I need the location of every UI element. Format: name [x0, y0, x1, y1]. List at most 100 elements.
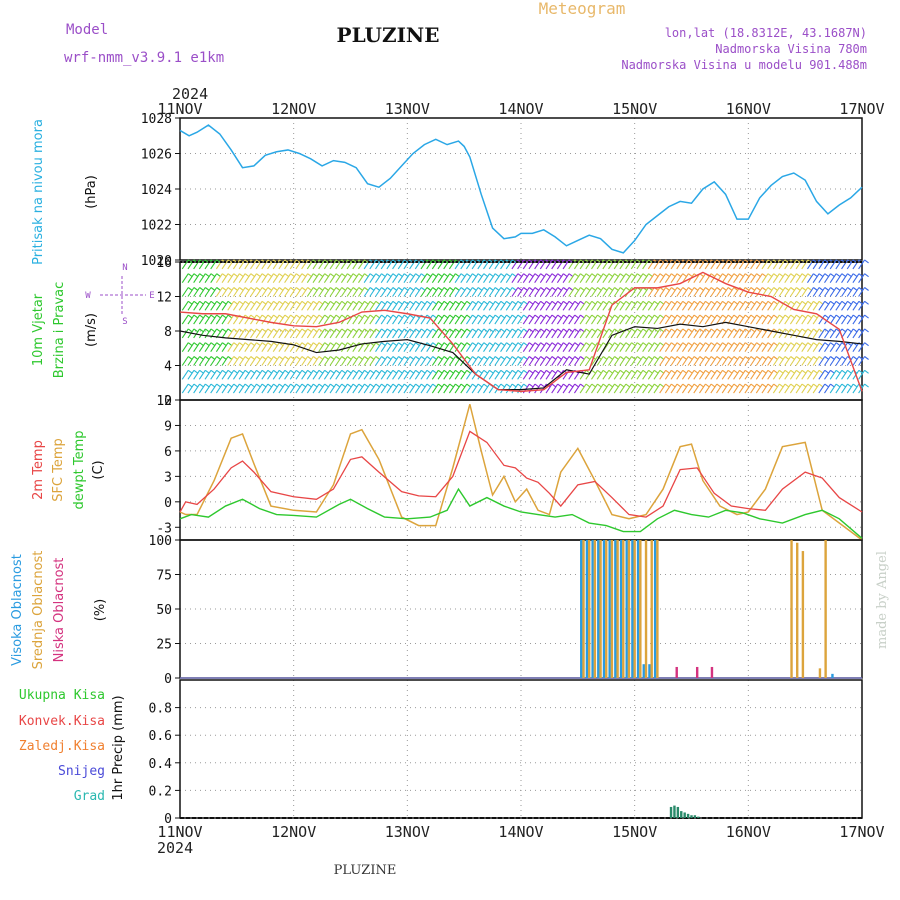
wind-barb-flag [688, 287, 693, 291]
wind-barb-flag [625, 369, 631, 374]
wind-barb [522, 369, 530, 380]
wind-barb-flag [409, 383, 415, 388]
wind-barb-flag [835, 287, 841, 291]
wind-barb [772, 369, 780, 380]
wind-barb-flag [290, 369, 295, 374]
wind-barb-flag [591, 342, 597, 347]
wind-barb [409, 369, 417, 380]
wind-barb-flag [472, 383, 477, 388]
wind-barb-flag [222, 342, 227, 347]
wind-barb-flag [438, 287, 443, 291]
wind-barb-flag [483, 287, 489, 291]
wind-barb-flag [244, 287, 250, 291]
wind-barb-flag [585, 328, 591, 333]
wind-barb [471, 383, 479, 394]
wind-barb [443, 273, 451, 284]
wind-barb-flag [563, 273, 568, 278]
wind-barb-flag [403, 273, 409, 278]
wind-barb [710, 356, 718, 366]
wind-barb [409, 342, 417, 353]
wind-barb [812, 300, 820, 311]
wind-barb-flag [636, 328, 642, 333]
wind-barb-flag [381, 328, 386, 333]
wind-barb-flag [199, 369, 204, 374]
wind-barb [278, 287, 286, 297]
wind-barb-flag [409, 369, 415, 374]
wind-barb-flag [318, 287, 324, 291]
wind-barb-flag [653, 300, 659, 305]
wind-barb-flag [835, 259, 841, 264]
wind-barb-flag [295, 342, 301, 347]
wind-barb-flag [818, 356, 824, 360]
wind-barb-flag [369, 287, 375, 291]
wind-barb [556, 314, 564, 325]
wind-barb-flag [807, 342, 813, 347]
wind-barb [397, 356, 405, 366]
wind-barb [250, 342, 257, 353]
wind-barb [306, 369, 314, 380]
wind-barb-flag [193, 328, 199, 333]
wind-barb [591, 369, 598, 380]
wind-barb [215, 369, 223, 380]
wind-barb [573, 342, 581, 353]
wind-barb [579, 328, 587, 339]
wind-barb [801, 356, 809, 366]
wind-barb-flag [807, 369, 813, 374]
wind-barb [431, 287, 439, 297]
wind-barb-flag [250, 287, 256, 291]
wind-barb-flag [330, 287, 335, 291]
cloud-bar [588, 540, 591, 678]
wind-barb [596, 287, 604, 297]
wind-barb-flag [318, 273, 324, 278]
wind-barb [801, 328, 809, 339]
wind-barb-flag [642, 273, 648, 278]
wind-barb-flag [494, 300, 500, 305]
wind-barb [375, 287, 382, 297]
wind-barb [181, 287, 189, 297]
wind-barb-flag [790, 328, 796, 333]
wind-barb-flag [563, 383, 568, 388]
wind-barb-flag [386, 383, 392, 388]
wind-barb-flag [671, 328, 676, 333]
wind-barb-flag [466, 273, 472, 278]
wind-barb-flag [796, 273, 801, 278]
wind-barb-flag [790, 287, 796, 291]
wind-barb [431, 328, 439, 339]
wind-barb [289, 273, 297, 284]
wind-barb-flag [534, 287, 540, 291]
wind-barb [562, 314, 570, 325]
wind-barb [710, 314, 718, 325]
wind-barb [727, 287, 735, 297]
wind-barb [818, 314, 826, 325]
wind-barb-flag [699, 356, 705, 360]
wind-barb-flag [290, 328, 295, 333]
wind-barb [181, 259, 189, 270]
wind-barb [693, 369, 701, 380]
top-tick-label: 14NOV [498, 100, 543, 118]
wind-barb [193, 369, 201, 380]
wind-barb [505, 356, 513, 366]
wind-barb-flag [722, 342, 727, 347]
wind-barb-flag [364, 383, 369, 388]
wind-barb [801, 342, 809, 353]
wind-barb-flag [466, 369, 472, 374]
wind-barb-flag [557, 369, 563, 374]
wind-barb-flag [511, 273, 517, 278]
y-tick-label: 1020 [141, 254, 172, 269]
wind-barb-flag [494, 287, 500, 291]
wind-barb [369, 314, 377, 325]
wind-barb-flag [580, 300, 585, 305]
wind-barb-flag [813, 287, 818, 291]
wind-barb [181, 328, 189, 339]
wind-barb-flag [551, 273, 557, 278]
wind-barb [505, 287, 513, 297]
cloud-bar [622, 540, 625, 678]
wind-barb [522, 287, 530, 297]
wind-barb-flag [733, 356, 739, 360]
wind-barb [500, 383, 507, 394]
wind-barb-flag [432, 369, 437, 374]
wind-barb [522, 328, 530, 339]
wind-barb-flag [330, 383, 335, 388]
wind-barb [824, 300, 831, 311]
wind-barb [454, 314, 462, 325]
